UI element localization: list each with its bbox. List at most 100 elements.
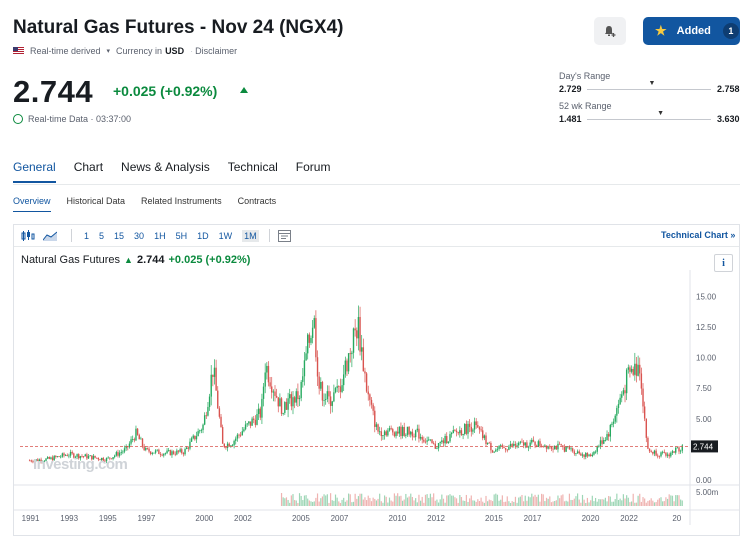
- day-range-track: [587, 89, 711, 90]
- chevron-down-icon[interactable]: ▾: [106, 48, 111, 55]
- candle-body: [511, 444, 513, 446]
- candle-body: [670, 452, 672, 457]
- added-label: Added: [676, 25, 711, 37]
- volume-bar: [490, 500, 492, 506]
- candle-body: [650, 451, 652, 453]
- candle-body: [640, 373, 643, 389]
- candle-body: [550, 447, 553, 449]
- candle-body: [225, 447, 227, 448]
- timeframe-15[interactable]: 15: [114, 230, 125, 241]
- disclaimer-link[interactable]: Disclaimer: [195, 46, 238, 56]
- candle-body: [293, 397, 296, 403]
- x-tick-label: 2012: [427, 514, 445, 523]
- candle-body: [555, 445, 558, 450]
- candle-body: [130, 439, 132, 444]
- candle-body: [637, 364, 639, 376]
- candle-body: [604, 440, 607, 441]
- legend-instrument-name: Natural Gas Futures: [21, 254, 121, 266]
- candle-body: [464, 423, 466, 435]
- volume-bar: [632, 493, 634, 506]
- candle-body: [30, 460, 32, 462]
- volume-bar: [537, 494, 539, 506]
- candle-body: [547, 446, 549, 449]
- technical-chart-link[interactable]: Technical Chart »: [661, 230, 736, 240]
- timeframe-1[interactable]: 1: [84, 230, 90, 241]
- candle-body: [334, 388, 337, 393]
- candle-body: [194, 435, 196, 440]
- candle-body: [627, 367, 630, 370]
- candle-body: [504, 448, 507, 450]
- timeframe-1m[interactable]: 1M: [242, 229, 259, 242]
- volume-bar: [392, 501, 394, 506]
- timeframe-1w[interactable]: 1W: [218, 230, 233, 241]
- candle-body: [382, 435, 384, 437]
- candle-body: [565, 446, 567, 452]
- candle-body: [316, 357, 319, 377]
- tab-general[interactable]: General: [13, 160, 56, 183]
- week52-range-high: 3.630: [717, 114, 740, 124]
- candle-body: [500, 445, 502, 447]
- tab-forum[interactable]: Forum: [295, 160, 331, 174]
- alert-button[interactable]: [594, 17, 626, 45]
- info-button[interactable]: i: [714, 254, 733, 272]
- candle-body: [290, 394, 293, 407]
- volume-bar: [621, 500, 623, 506]
- volume-bar: [401, 500, 404, 506]
- candlestick-icon[interactable]: [21, 229, 35, 242]
- candle-body: [655, 450, 657, 456]
- tab-news-analysis[interactable]: News & Analysis: [121, 160, 210, 174]
- candle-body: [342, 374, 345, 386]
- volume-bar: [670, 495, 672, 506]
- candle-body: [143, 446, 145, 451]
- subtab-related-instruments[interactable]: Related Instruments: [141, 196, 222, 206]
- candle-body: [344, 360, 347, 375]
- candle-body: [378, 431, 381, 433]
- subtab-historical-data[interactable]: Historical Data: [66, 196, 126, 206]
- area-chart-icon[interactable]: [43, 231, 57, 241]
- candle-body: [287, 398, 289, 410]
- volume-bar: [294, 500, 296, 506]
- subtab-contracts[interactable]: Contracts: [237, 196, 277, 206]
- candle-body: [622, 390, 625, 395]
- volume-bar: [523, 501, 525, 506]
- settings-panel-icon[interactable]: [277, 229, 291, 242]
- candle-body: [339, 386, 342, 392]
- candle-body: [383, 431, 386, 436]
- candle-body: [318, 376, 320, 389]
- day-range-high: 2.758: [717, 84, 740, 94]
- timeframe-30[interactable]: 30: [134, 230, 145, 241]
- candle-body: [475, 421, 477, 426]
- volume-bar: [500, 499, 502, 506]
- candle-body: [236, 434, 239, 439]
- candle-body: [169, 450, 172, 456]
- main-tabs: General Chart News & Analysis Technical …: [13, 160, 330, 183]
- candle-body: [385, 431, 387, 436]
- volume-bar: [635, 502, 638, 506]
- candle-body: [599, 440, 602, 447]
- candle-body: [192, 435, 194, 439]
- candle-body: [643, 406, 646, 419]
- volume-bar: [377, 498, 379, 506]
- chart-toolbar: 1 5 15 30 1H 5H 1D 1W 1M: [14, 225, 739, 247]
- timeframe-5h[interactable]: 5H: [175, 230, 188, 241]
- timeframe-5[interactable]: 5: [99, 230, 105, 241]
- candle-body: [73, 453, 75, 458]
- candle-body: [238, 434, 240, 436]
- timeframe-1h[interactable]: 1H: [154, 230, 166, 241]
- volume-bar: [511, 501, 513, 506]
- candle-body: [71, 451, 73, 454]
- price-chart[interactable]: 15.00 12.50 10.00 7.50 5.00 0.00 5.00m 1991 1993…: [14, 270, 739, 535]
- volume-bar: [433, 493, 435, 506]
- volume-bar: [382, 502, 384, 506]
- tab-chart[interactable]: Chart: [73, 160, 104, 174]
- candle-body: [581, 454, 584, 456]
- volume-bar: [388, 497, 391, 506]
- tab-technical[interactable]: Technical: [227, 160, 278, 174]
- subtab-overview[interactable]: Overview: [13, 196, 51, 212]
- candle-body: [396, 431, 399, 434]
- candle-body: [428, 439, 430, 441]
- watchlist-added-button[interactable]: ★ Added 1: [643, 17, 740, 45]
- candle-body: [444, 436, 446, 444]
- realtime-derived-label[interactable]: Real-time derived: [30, 46, 101, 56]
- timeframe-1d[interactable]: 1D: [197, 230, 209, 241]
